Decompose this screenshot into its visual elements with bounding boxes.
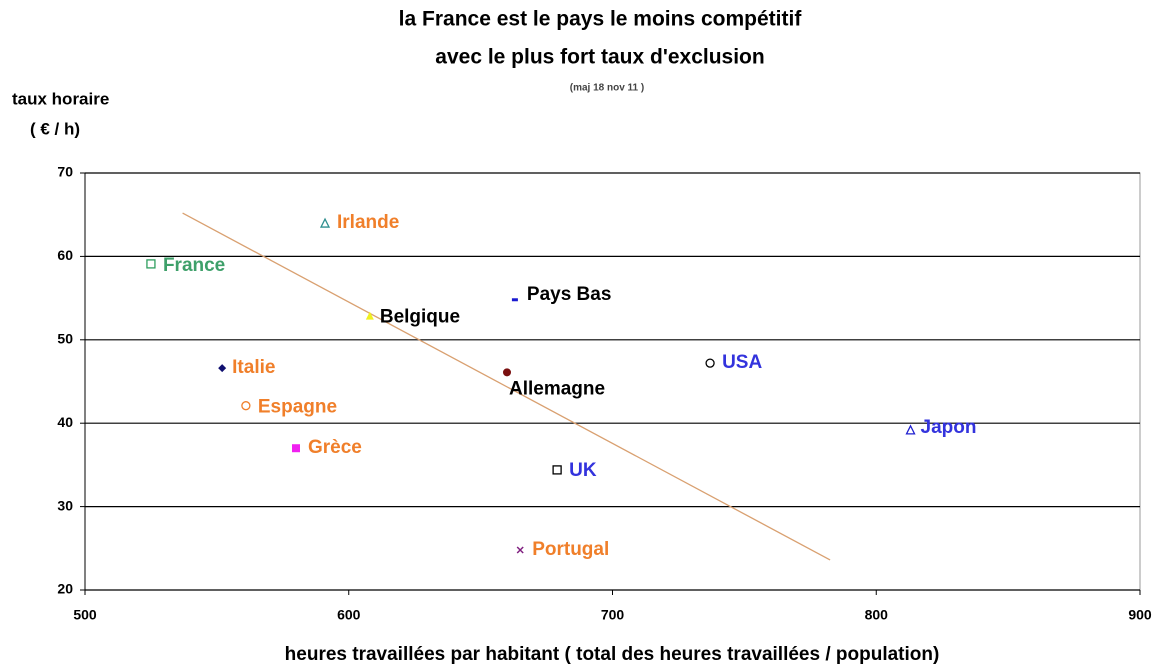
chart-title: avec le plus fort taux d'exclusion <box>435 46 764 69</box>
point-label: Italie <box>232 357 275 378</box>
x-axis-label: heures travaillées par habitant ( total … <box>285 644 940 665</box>
chart-subtitle: (maj 18 nov 11 ) <box>570 83 644 94</box>
point-label: France <box>163 255 225 276</box>
point <box>146 259 156 269</box>
point <box>365 311 374 320</box>
chart-title: la France est le pays le moins compétiti… <box>399 8 803 31</box>
y-tick-label: 70 <box>57 164 73 180</box>
point-label: Japon <box>921 417 977 438</box>
point-label: UK <box>569 460 597 481</box>
x-tick-label: 600 <box>337 607 361 623</box>
y-tick-label: 40 <box>57 414 73 430</box>
point <box>241 401 251 411</box>
point <box>218 364 227 373</box>
point-label: Allemagne <box>509 378 605 399</box>
point <box>319 217 331 228</box>
x-tick-label: 500 <box>73 607 97 623</box>
y-axis-label: ( € / h) <box>30 119 80 138</box>
trendline <box>182 212 831 561</box>
point <box>516 546 524 554</box>
point-label: Pays Bas <box>527 284 612 305</box>
y-tick-label: 50 <box>57 331 73 347</box>
y-axis-label: taux horaire <box>12 89 109 108</box>
point <box>292 444 300 453</box>
x-tick-label: 800 <box>865 607 889 623</box>
point-label: USA <box>722 352 762 373</box>
y-tick-label: 30 <box>57 497 73 513</box>
point-label: Espagne <box>258 397 337 418</box>
point <box>905 424 916 435</box>
point <box>503 368 511 377</box>
plot-area <box>84 172 1141 591</box>
point-label: Irlande <box>337 212 399 233</box>
point <box>705 358 715 368</box>
point <box>511 298 518 302</box>
point-label: Portugal <box>532 539 609 560</box>
y-tick-label: 60 <box>57 247 73 263</box>
x-tick-label: 900 <box>1128 607 1152 623</box>
x-tick-label: 700 <box>601 607 625 623</box>
y-tick-label: 20 <box>57 581 73 597</box>
point-label: Grèce <box>308 437 362 458</box>
point <box>552 465 562 475</box>
point-label: Belgique <box>380 307 460 328</box>
